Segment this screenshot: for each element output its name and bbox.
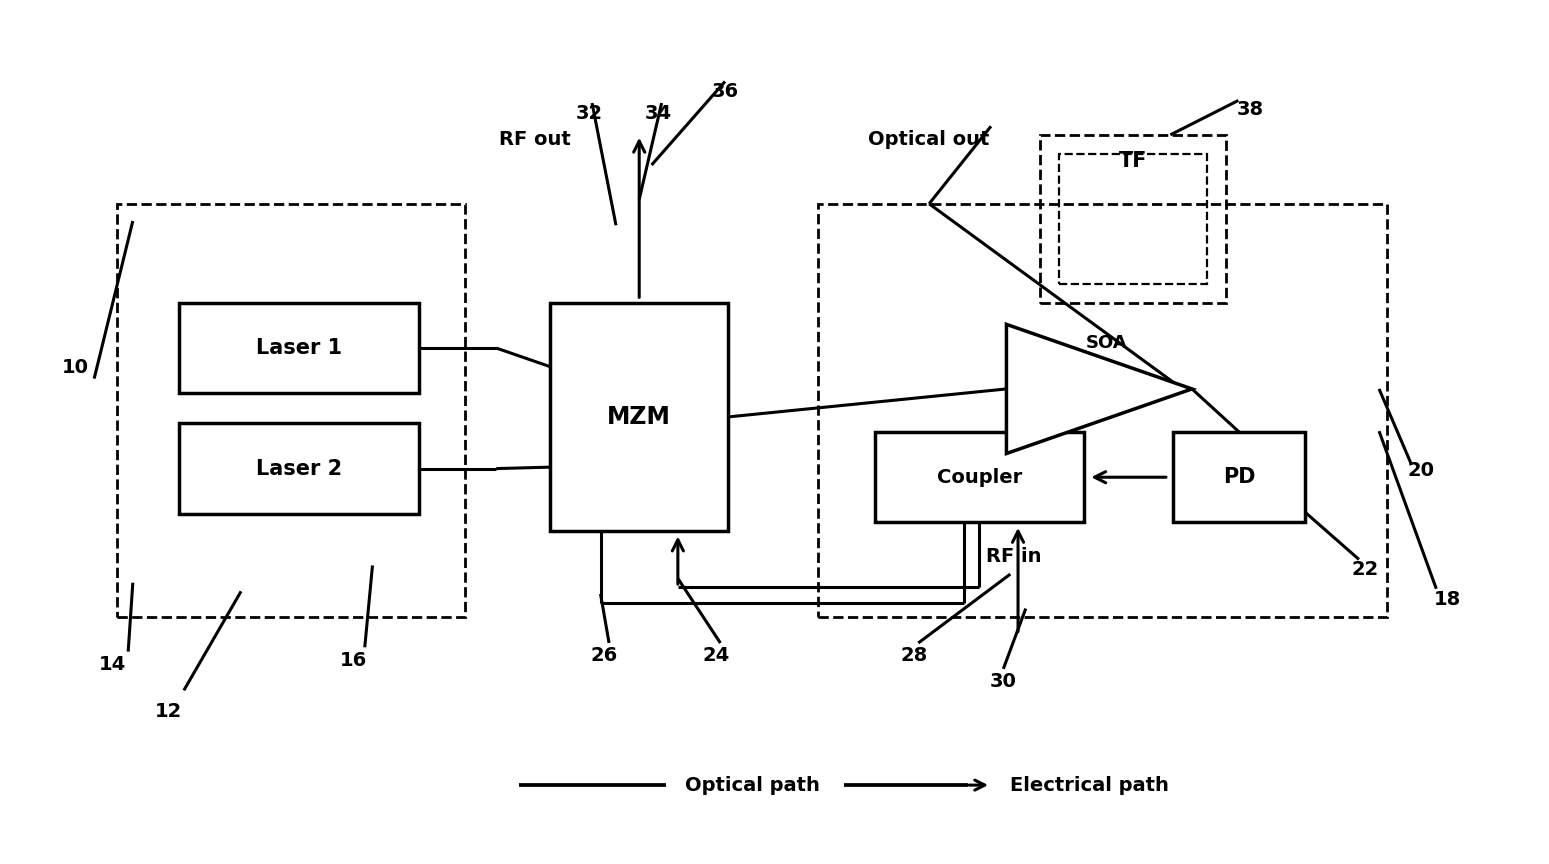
FancyBboxPatch shape [1174, 432, 1304, 523]
Text: 24: 24 [702, 646, 730, 665]
Text: Coupler: Coupler [937, 467, 1022, 486]
FancyBboxPatch shape [180, 423, 418, 514]
Text: Electrical path: Electrical path [1010, 776, 1168, 795]
Text: 22: 22 [1352, 560, 1379, 579]
Text: Laser 2: Laser 2 [256, 459, 342, 479]
Text: 14: 14 [99, 655, 127, 674]
Text: 30: 30 [990, 672, 1016, 691]
Text: 28: 28 [900, 646, 928, 665]
FancyBboxPatch shape [180, 302, 418, 393]
Text: 12: 12 [155, 702, 181, 721]
Text: 18: 18 [1433, 590, 1461, 609]
Text: MZM: MZM [607, 405, 671, 429]
Text: RF out: RF out [499, 130, 570, 149]
Text: 38: 38 [1238, 99, 1264, 118]
Text: Laser 1: Laser 1 [256, 338, 342, 358]
Text: Optical out: Optical out [869, 130, 990, 149]
Text: 20: 20 [1408, 461, 1434, 480]
Text: TF: TF [1118, 150, 1148, 171]
Text: 36: 36 [711, 82, 739, 101]
Text: 26: 26 [590, 646, 618, 665]
Polygon shape [1007, 324, 1193, 454]
Text: RF in: RF in [987, 548, 1042, 567]
Text: 16: 16 [341, 651, 367, 670]
Text: 34: 34 [644, 104, 672, 123]
Text: Optical path: Optical path [685, 776, 819, 795]
Text: 32: 32 [575, 104, 603, 123]
Text: SOA: SOA [1086, 334, 1128, 353]
Text: PD: PD [1222, 467, 1255, 487]
Text: 10: 10 [62, 358, 90, 377]
FancyBboxPatch shape [550, 302, 728, 531]
FancyBboxPatch shape [875, 432, 1084, 523]
